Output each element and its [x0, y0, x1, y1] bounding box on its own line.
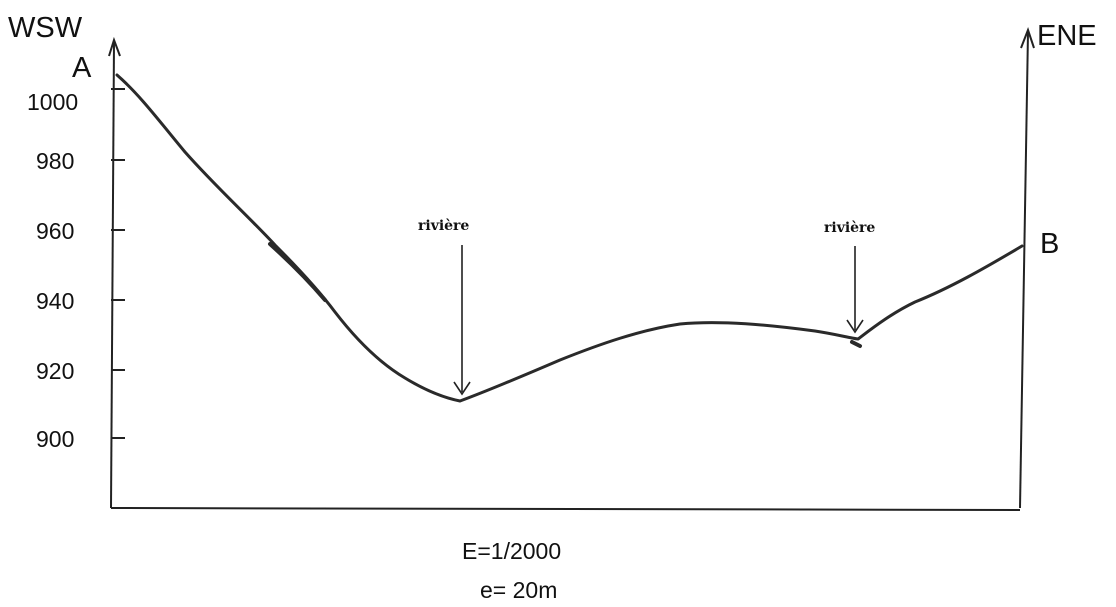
river-label: rivière: [824, 220, 875, 236]
y-tick-label: 920: [36, 358, 74, 384]
direction-label-left: WSW: [8, 12, 83, 44]
y-tick-label: 900: [36, 426, 74, 452]
horizontal-scale: E=1/2000: [462, 538, 561, 564]
point-label-a: A: [72, 52, 92, 84]
baseline: [110, 507, 1021, 511]
y-tick-label: 940: [36, 288, 74, 314]
direction-label-right: ENE: [1037, 20, 1097, 52]
y-tick-labels: 1000 980 960 940 920 900: [27, 89, 78, 452]
y-tick-label: 980: [36, 148, 74, 174]
y-tick-label: 960: [36, 218, 74, 244]
terrain-profile-line: [115, 73, 1024, 403]
y-tick-label: 1000: [27, 89, 78, 115]
river-label: rivière: [418, 218, 469, 234]
left-axis: [108, 36, 121, 509]
river-arrow: [453, 245, 471, 396]
vertical-scale: e= 20m: [480, 577, 557, 603]
tick-marks: [111, 88, 125, 439]
river-arrow: [846, 246, 864, 334]
terrain-profile-shadow: [268, 242, 862, 348]
point-label-b: B: [1040, 228, 1059, 260]
right-axis: [1019, 27, 1035, 509]
